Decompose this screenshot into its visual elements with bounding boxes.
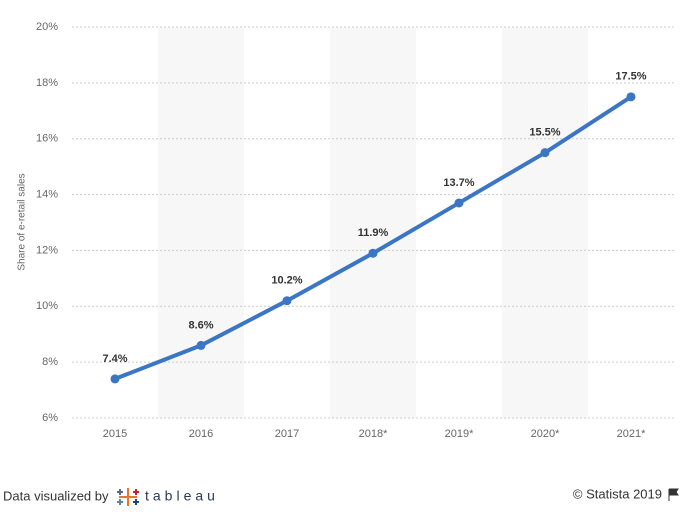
- flag-icon: [668, 488, 679, 501]
- data-point: [110, 374, 120, 384]
- data-point: [282, 296, 292, 306]
- credit: Data visualized by: [3, 488, 109, 503]
- y-tick-label: 6%: [42, 412, 58, 424]
- data-point: [626, 92, 636, 102]
- data-point: [454, 198, 464, 208]
- copyright: © Statista 2019: [573, 486, 662, 501]
- y-axis-title: Share of e-retail sales: [17, 173, 28, 270]
- x-tick-label: 2017: [275, 428, 299, 440]
- x-tick-label: 2015: [103, 428, 127, 440]
- y-tick-label: 20%: [36, 21, 58, 33]
- value-label: 17.5%: [615, 71, 646, 83]
- value-label: 7.4%: [102, 353, 127, 365]
- data-point: [540, 148, 550, 158]
- x-tick-label: 2016: [189, 428, 213, 440]
- data-point: [196, 340, 206, 350]
- x-tick-label: 2019*: [445, 428, 474, 440]
- y-tick-label: 10%: [36, 300, 58, 312]
- y-tick-label: 8%: [42, 356, 58, 368]
- x-tick-label: 2021*: [617, 428, 646, 440]
- x-tick-label: 2018*: [359, 428, 388, 440]
- band-shade: [158, 27, 244, 418]
- x-tick-label: 2020*: [531, 428, 560, 440]
- y-tick-label: 18%: [36, 77, 58, 89]
- y-tick-label: 16%: [36, 133, 58, 145]
- data-point: [368, 248, 378, 258]
- value-label: 8.6%: [188, 319, 213, 331]
- value-label: 11.9%: [358, 227, 389, 239]
- tableau-logo: [117, 488, 139, 506]
- band-shade: [502, 27, 588, 418]
- value-label: 10.2%: [271, 275, 302, 287]
- value-label: 13.7%: [443, 177, 474, 189]
- y-tick-label: 12%: [36, 244, 58, 256]
- band-shade: [330, 27, 416, 418]
- y-tick-label: 14%: [36, 188, 58, 200]
- value-label: 15.5%: [529, 127, 560, 139]
- brand: tableau: [145, 488, 219, 504]
